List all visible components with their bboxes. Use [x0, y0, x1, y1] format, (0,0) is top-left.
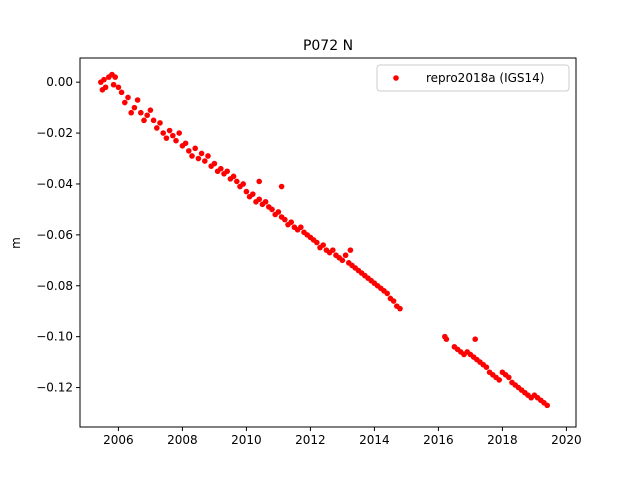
data-point	[150, 117, 157, 124]
data-point	[115, 84, 122, 91]
x-tick-label: 2012	[295, 433, 326, 447]
data-point	[275, 209, 282, 215]
data-point	[240, 181, 246, 187]
data-point	[230, 173, 237, 180]
data-point	[314, 239, 320, 246]
legend: repro2018a (IGS14)	[376, 64, 570, 92]
data-point	[160, 130, 166, 136]
data-point	[141, 117, 147, 124]
data-point	[256, 178, 263, 185]
data-point	[339, 257, 346, 264]
x-tick-label: 2008	[167, 433, 198, 447]
legend-box	[376, 64, 570, 92]
data-point	[182, 140, 189, 147]
data-point	[384, 290, 391, 297]
data-point	[211, 160, 218, 167]
data-point	[256, 196, 263, 203]
data-point	[170, 132, 176, 139]
y-tick-label: −0.08	[36, 279, 73, 293]
data-point	[186, 148, 192, 154]
chart-title: P072 N	[303, 38, 353, 54]
data-point	[118, 89, 125, 96]
data-point	[147, 107, 154, 113]
legend-label: repro2018a (IGS14)	[426, 71, 544, 85]
data-point	[390, 298, 397, 304]
data-point	[173, 137, 179, 144]
x-axis: 2006 2008 2010 2012 2014 2016 2018 2020	[103, 427, 582, 447]
x-tick-label: 2006	[103, 433, 134, 447]
data-point	[483, 364, 490, 370]
data-point	[544, 402, 550, 409]
data-point	[131, 104, 138, 111]
x-tick-label: 2018	[487, 433, 518, 447]
data-point	[496, 377, 503, 383]
data-point	[112, 74, 118, 80]
data-point	[347, 247, 354, 253]
x-tick-label: 2014	[359, 433, 390, 447]
data-point	[269, 206, 275, 213]
data-point	[278, 183, 285, 190]
data-point	[157, 120, 163, 126]
data-point	[472, 336, 479, 343]
data-point	[282, 216, 288, 223]
data-point	[320, 242, 327, 248]
data-point	[125, 94, 131, 101]
data-point	[330, 247, 336, 253]
data-point	[443, 336, 450, 343]
y-axis: 0.00 −0.02 −0.04 −0.06 −0.08 −0.10 −0.12	[36, 75, 80, 395]
data-point	[288, 219, 295, 225]
data-point	[122, 99, 128, 106]
data-point	[134, 97, 141, 103]
data-point	[110, 81, 117, 88]
y-tick-label: −0.10	[36, 330, 73, 344]
data-point	[397, 305, 403, 312]
data-point	[205, 153, 211, 159]
data-point	[195, 155, 202, 162]
data-point	[224, 168, 230, 175]
x-tick-label: 2020	[551, 433, 582, 447]
data-point	[250, 191, 256, 197]
y-tick-label: −0.12	[36, 381, 73, 395]
plot-area-frame	[79, 57, 577, 428]
data-point	[192, 145, 198, 152]
data-points	[98, 71, 550, 409]
data-point	[128, 109, 134, 116]
data-point	[102, 84, 109, 91]
data-point	[243, 188, 250, 195]
y-tick-label: −0.06	[36, 228, 73, 242]
y-tick-label: −0.04	[36, 177, 73, 191]
y-tick-label: 0.00	[46, 75, 73, 89]
data-point	[176, 130, 182, 136]
data-point	[234, 178, 240, 185]
data-point	[506, 374, 512, 381]
data-point	[202, 158, 208, 164]
data-point	[198, 150, 205, 157]
data-point	[138, 109, 144, 116]
data-point	[144, 112, 150, 119]
data-point	[101, 76, 107, 83]
x-tick-label: 2010	[231, 433, 262, 447]
x-tick-label: 2016	[423, 433, 454, 447]
legend-marker	[393, 75, 399, 81]
data-point	[218, 165, 224, 172]
data-point	[163, 135, 170, 141]
data-point	[154, 125, 160, 131]
data-point	[298, 224, 304, 231]
y-axis-label: m	[9, 237, 23, 249]
data-point	[262, 198, 269, 205]
data-point	[342, 252, 349, 259]
data-point	[166, 127, 173, 134]
data-point	[189, 153, 195, 159]
y-tick-label: −0.02	[36, 126, 73, 140]
